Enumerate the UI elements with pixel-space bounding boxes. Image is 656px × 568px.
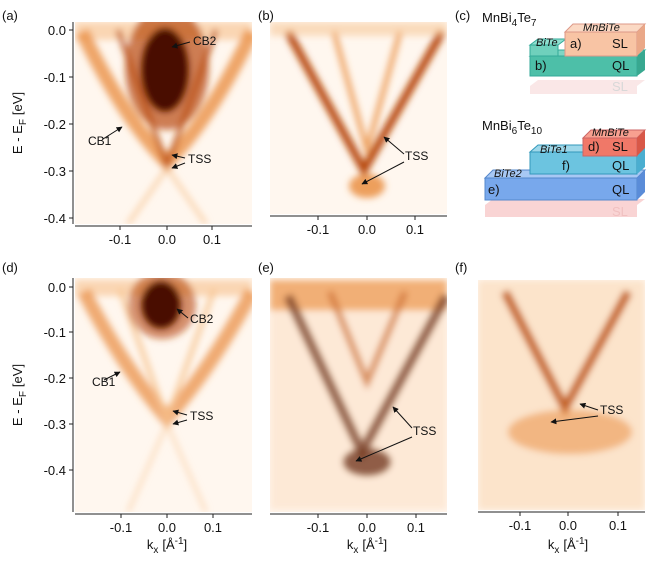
y-tick-label: -0.1 [44,325,66,340]
x-tick-label: 0.0 [158,520,176,535]
x-tick-label: -0.1 [307,222,329,237]
x-tick-label: 0.1 [407,520,425,535]
y-tick-label: -0.4 [44,211,66,226]
x-tick-label: 0.1 [406,222,424,237]
annotation: TSS [190,409,213,423]
x-axis-label: kx [Å-1] [147,536,187,556]
layer-label: SL [612,79,628,94]
layer-label: MnBiTe [592,127,629,139]
annotation: CB1 [92,375,116,389]
panel-label: (d) [2,260,18,275]
layer-label: SL [612,139,628,154]
annotation-arrow [103,371,121,381]
panel-label: (e) [258,260,274,275]
annotation-arrow [550,415,599,425]
y-axis-label: E - EF[eV] [10,364,29,426]
layer-label: d) [588,139,600,154]
layer-diagram: (c) MnBi4Te7 MnBiTe a) SL BiTe b) QL SL … [455,8,647,219]
layer-label: f) [562,158,570,173]
layer-label: a) [570,36,582,51]
annotation-arrow [176,308,189,319]
x-tick-label: -0.1 [109,232,131,247]
y-axis-label: E - EF[eV] [10,92,29,154]
x-tick-label: 0.0 [358,222,376,237]
x-tick-label: -0.1 [307,520,329,535]
layer-label: SL [612,36,628,51]
y-tick-label: 0.0 [48,280,66,295]
panel-label: (b) [258,8,274,23]
y-tick-label: 0.0 [48,23,66,38]
annotation: TSS [600,403,623,417]
x-tick-label: 0.0 [158,232,176,247]
panel-label: (c) [455,8,470,23]
y-tick-label: -0.4 [44,463,66,478]
arpes-image [75,22,252,224]
annotation-arrow [355,436,413,462]
annotation-arrow [171,41,191,49]
x-axis-label: kx [Å-1] [347,536,387,556]
layer-label: BiTe2 [494,168,522,180]
annotation: TSS [413,424,436,438]
layer-label: QL [612,182,629,197]
x-tick-label: 0.0 [559,518,577,533]
annotation: TSS [405,149,428,163]
annotation: CB2 [193,34,217,48]
arpes-image [478,280,645,510]
annotation-arrow [172,409,188,416]
layer-label: e) [488,182,500,197]
compound-name: MnBi6Te10 [482,118,542,137]
annotation: CB2 [190,312,214,326]
y-tick-label: -0.2 [44,371,66,386]
x-tick-label: -0.1 [509,518,531,533]
x-tick-label: 0.1 [204,520,222,535]
x-tick-label: 0.0 [358,520,376,535]
annotation-arrow [579,402,599,411]
annotation-arrow [383,136,405,155]
layer-label: QL [612,158,629,173]
x-tick-label: -0.1 [110,520,132,535]
x-tick-label: 0.1 [609,518,627,533]
arpes-image [270,22,447,214]
y-tick-label: -0.1 [44,70,66,85]
annotation-arrow [172,419,188,426]
annotation: TSS [188,152,211,166]
annotation-arrow [392,406,413,429]
y-tick-label: -0.3 [44,417,66,432]
layer-label: SL [612,204,628,219]
layer-label: BiTe [536,37,558,49]
arpes-image [75,278,252,512]
annotation-arrow [171,162,186,169]
annotation-arrow [171,153,186,160]
annotation-arrow [361,161,405,185]
y-tick-label: -0.3 [44,164,66,179]
layer-label: b) [535,58,547,73]
y-tick-label: -0.2 [44,117,66,132]
panel-label: (a) [2,8,18,23]
layer-label: QL [612,58,629,73]
annotation-arrow [102,126,123,140]
x-axis-label: kx [Å-1] [548,536,588,556]
compound-name: MnBi4Te7 [482,10,537,29]
panel-label: (f) [455,260,467,275]
x-tick-label: 0.1 [203,232,221,247]
layer-label: MnBiTe [583,22,620,34]
layer-label: BiTe1 [540,144,568,156]
arpes-image [270,278,447,512]
